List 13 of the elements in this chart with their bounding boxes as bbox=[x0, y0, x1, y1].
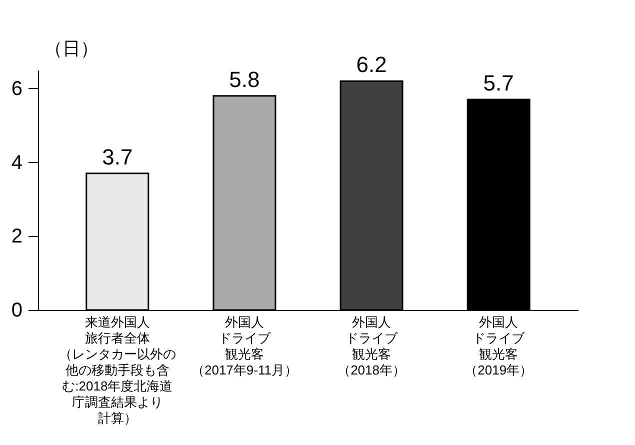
y-tick-label: 2 bbox=[11, 226, 22, 248]
y-tick-label: 4 bbox=[11, 152, 22, 174]
y-tick-label: 0 bbox=[11, 300, 22, 322]
data-label: 3.7 bbox=[102, 144, 133, 170]
x-tick-label: 外国人ドライブ観光客（2018年） bbox=[338, 314, 406, 378]
data-label: 5.8 bbox=[229, 66, 260, 92]
y-tick-label: 6 bbox=[11, 78, 22, 100]
x-tick-label: 外国人ドライブ観光客（2017年9-11月） bbox=[191, 314, 298, 378]
y-axis-title: （日） bbox=[44, 38, 98, 58]
x-tick-label: 外国人ドライブ観光客（2019年） bbox=[464, 314, 533, 378]
data-label: 5.7 bbox=[483, 70, 514, 96]
x-tick-label: 来道外国人旅行者全体（レンタカー以外の他の移動手段も含む:2018年度北海道庁調査結果より計算） bbox=[58, 314, 176, 426]
data-label: 6.2 bbox=[356, 52, 387, 78]
